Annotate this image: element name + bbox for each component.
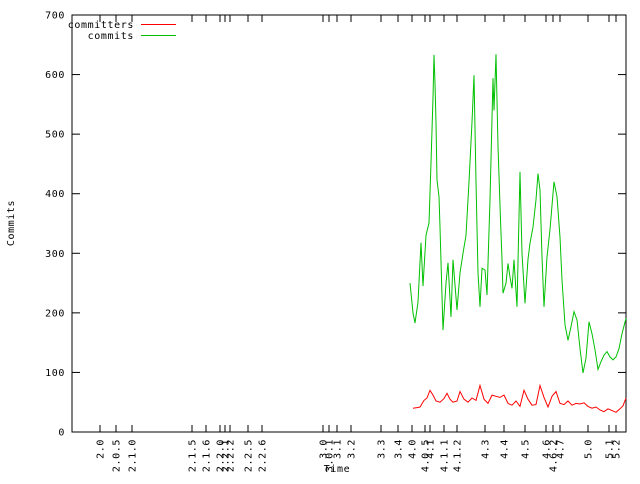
x-tick-label: 4.5 (521, 439, 532, 459)
x-tick-label: 3.2 (347, 439, 358, 459)
x-tick-label: 2.1.5 (188, 439, 199, 472)
x-tick-label: 3.0.1 (325, 439, 336, 472)
x-tick-label: 4.1.2 (453, 439, 464, 472)
axis-ticks (72, 14, 626, 433)
axis-tick-labels: 0 100 200 300 400 500 600 700 2.0 2.0.5 2.1.0 2.1.5… (45, 11, 622, 473)
legend-label-committers: committers (68, 20, 134, 31)
x-tick-label: 4.0 (408, 439, 419, 459)
y-tick-label: 400 (45, 189, 65, 200)
x-tick-label: 4.6.2 (549, 439, 560, 472)
x-tick-label: 5.1 (605, 439, 616, 459)
plot-border (71, 14, 627, 433)
data-series (409, 54, 627, 413)
committers-line (412, 383, 627, 413)
y-tick-label: 0 (58, 428, 65, 439)
legend-label-commits: commits (88, 31, 134, 42)
x-tick-label: 4.7 (556, 439, 567, 459)
x-tick-label: 2.2.1 (221, 439, 232, 472)
x-tick-label: 3.0 (319, 439, 330, 459)
x-tick-label: 4.4 (500, 439, 511, 459)
y-tick-label: 200 (45, 308, 65, 319)
x-tick-label: 2.2.5 (244, 439, 255, 472)
y-tick-label: 100 (45, 368, 65, 379)
x-tick-label: 2.2.2 (226, 439, 237, 472)
x-tick-label: 4.3 (481, 439, 492, 459)
x-tick-label: 2.0 (96, 439, 107, 459)
x-axis-title: Time (324, 464, 350, 475)
y-axis-title: Commits (6, 200, 17, 246)
x-tick-label: 3.1 (333, 439, 344, 459)
x-tick-label: 2.0.5 (112, 439, 123, 472)
y-tick-label: 500 (45, 130, 65, 141)
x-tick-label: 2.2.0 (216, 439, 227, 472)
x-tick-label: 2.1.0 (128, 439, 139, 472)
x-tick-label: 2.1.6 (202, 439, 213, 472)
x-tick-label: 5.0 (584, 439, 595, 459)
x-tick-label: 4.1 (426, 439, 437, 459)
x-tick-label: 4.0.5 (421, 439, 432, 472)
y-tick-label: 700 (45, 11, 65, 22)
y-tick-label: 600 (45, 70, 65, 81)
y-tick-label: 300 (45, 249, 65, 260)
x-tick-label: 3.4 (394, 439, 405, 459)
x-tick-label: 4.1.1 (440, 439, 451, 472)
x-tick-label: 5.2 (612, 439, 623, 459)
x-tick-label: 4.6 (542, 439, 553, 459)
commits-line (409, 54, 627, 374)
x-tick-label: 3.3 (377, 439, 388, 459)
x-tick-label: 2.2.6 (258, 439, 269, 472)
